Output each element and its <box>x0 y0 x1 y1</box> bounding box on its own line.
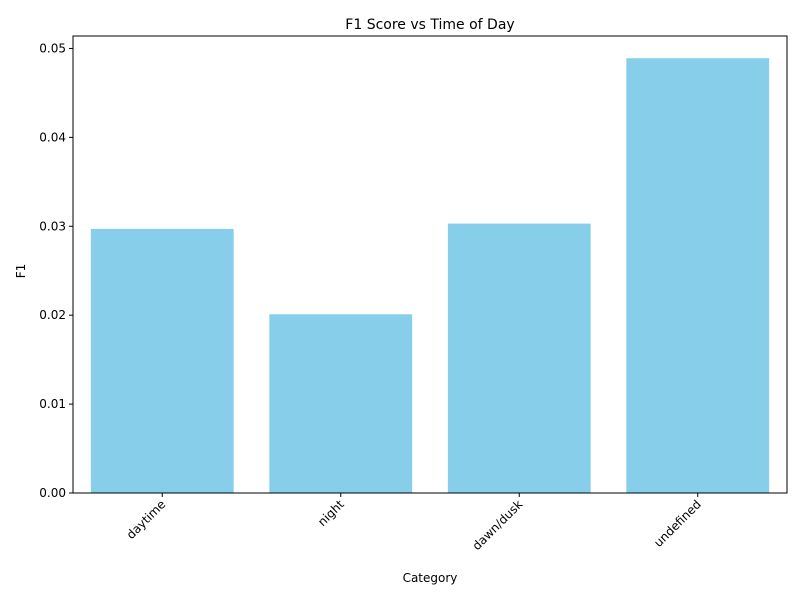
bar-night <box>269 314 413 493</box>
bar-daytime <box>90 228 234 493</box>
y-tick-label: 0.02 <box>39 308 66 322</box>
chart-title: F1 Score vs Time of Day <box>345 17 514 33</box>
x-axis-ticks: daytime night dawn/dusk undefined <box>124 493 704 553</box>
x-axis-label: Category <box>403 571 458 585</box>
y-tick-label: 0.04 <box>39 130 66 144</box>
y-tick-label: 0.03 <box>39 219 66 233</box>
x-tick-label: night <box>315 497 347 529</box>
plot-frame <box>72 35 788 494</box>
y-tick-label: 0.01 <box>39 397 66 411</box>
x-tick-label: daytime <box>124 497 169 542</box>
y-axis-ticks: 0.00 0.01 0.02 0.03 0.04 0.05 <box>39 41 73 500</box>
bar-dawn-dusk <box>447 223 591 493</box>
y-axis-label: F1 <box>14 264 28 279</box>
x-tick-label: undefined <box>651 497 704 550</box>
bar-undefined <box>626 58 770 493</box>
y-tick-label: 0.05 <box>39 41 66 55</box>
y-tick-label: 0.00 <box>39 486 66 500</box>
bars-group <box>90 58 770 493</box>
x-tick-label: dawn/dusk <box>470 497 526 553</box>
